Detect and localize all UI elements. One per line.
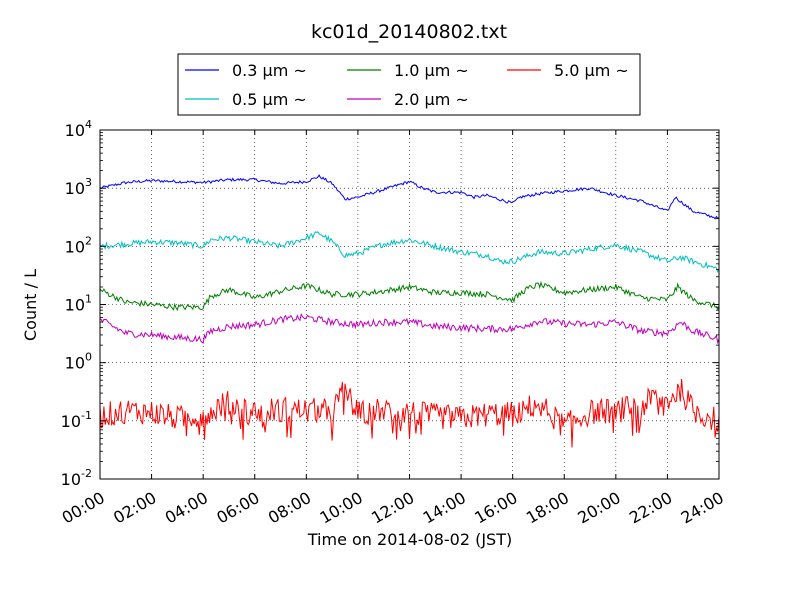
series-line — [99, 280, 720, 312]
series-group — [99, 174, 720, 448]
axis-ticks — [99, 129, 720, 480]
x-axis-label: Time on 2014-08-02 (JST) — [307, 530, 512, 549]
legend: 0.3 μm ~ 0.5 μm ~ 1.0 μm ~ 2.0 μm ~ 5.0 μm ~ — [177, 53, 641, 116]
series-line — [99, 231, 720, 273]
legend-label: 0.3 μm ~ — [232, 61, 307, 80]
series-line — [99, 174, 720, 220]
legend-label: 1.0 μm ~ — [394, 61, 469, 80]
legend-box — [177, 53, 641, 116]
series-line — [99, 312, 720, 345]
legend-label: 2.0 μm ~ — [394, 90, 469, 109]
legend-label: 5.0 μm ~ — [554, 61, 629, 80]
legend-entries: 0.3 μm ~ 0.5 μm ~ 1.0 μm ~ 2.0 μm ~ 5.0 μm ~ — [185, 61, 629, 109]
series-line — [99, 378, 720, 448]
plot-area — [99, 129, 720, 480]
legend-label: 0.5 μm ~ — [232, 90, 307, 109]
y-axis-label: Count / L — [21, 269, 40, 341]
chart-title: kc01d_20140802.txt — [311, 21, 507, 43]
